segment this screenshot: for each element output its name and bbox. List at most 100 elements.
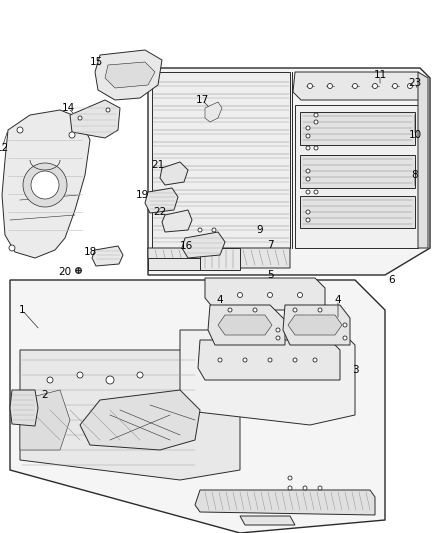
Polygon shape xyxy=(95,50,162,100)
Polygon shape xyxy=(200,248,240,270)
Text: 6: 6 xyxy=(389,275,396,285)
Circle shape xyxy=(353,84,357,88)
Polygon shape xyxy=(295,105,418,248)
Circle shape xyxy=(218,358,222,362)
Circle shape xyxy=(198,228,202,232)
Circle shape xyxy=(69,132,75,138)
Polygon shape xyxy=(160,162,188,185)
Polygon shape xyxy=(70,100,120,138)
Circle shape xyxy=(268,358,272,362)
Polygon shape xyxy=(10,390,38,426)
Circle shape xyxy=(318,308,322,312)
Circle shape xyxy=(198,236,202,240)
Circle shape xyxy=(137,65,143,71)
Circle shape xyxy=(343,323,347,327)
Polygon shape xyxy=(218,315,272,335)
Circle shape xyxy=(314,120,318,124)
Polygon shape xyxy=(283,305,350,345)
Circle shape xyxy=(297,293,303,297)
Circle shape xyxy=(306,126,310,130)
Circle shape xyxy=(314,146,318,150)
Polygon shape xyxy=(162,210,192,232)
Circle shape xyxy=(306,169,310,173)
Text: 2: 2 xyxy=(42,390,48,400)
Text: 8: 8 xyxy=(412,170,418,180)
Circle shape xyxy=(23,163,67,207)
Circle shape xyxy=(106,108,110,112)
Circle shape xyxy=(17,127,23,133)
Circle shape xyxy=(372,84,378,88)
Polygon shape xyxy=(105,62,155,88)
Circle shape xyxy=(77,372,83,378)
Text: 23: 23 xyxy=(408,78,422,88)
Text: 17: 17 xyxy=(195,95,208,105)
Text: 22: 22 xyxy=(153,207,166,217)
Circle shape xyxy=(137,372,143,378)
Circle shape xyxy=(314,113,318,117)
Text: 10: 10 xyxy=(409,130,421,140)
Text: 14: 14 xyxy=(61,103,74,113)
Circle shape xyxy=(314,190,318,194)
Polygon shape xyxy=(80,390,200,450)
Circle shape xyxy=(288,476,292,480)
Polygon shape xyxy=(208,305,285,345)
Polygon shape xyxy=(152,72,290,248)
Circle shape xyxy=(276,336,280,340)
Circle shape xyxy=(307,84,312,88)
Text: 15: 15 xyxy=(89,57,102,67)
Circle shape xyxy=(106,376,114,384)
Text: 9: 9 xyxy=(257,225,263,235)
Circle shape xyxy=(9,245,15,251)
Circle shape xyxy=(303,486,307,490)
Circle shape xyxy=(212,236,216,240)
Circle shape xyxy=(268,293,272,297)
Circle shape xyxy=(78,116,82,120)
Circle shape xyxy=(306,134,310,138)
Polygon shape xyxy=(148,68,430,275)
Text: 3: 3 xyxy=(352,365,358,375)
Text: 20: 20 xyxy=(58,267,71,277)
Text: 21: 21 xyxy=(152,160,165,170)
Circle shape xyxy=(306,146,310,150)
Circle shape xyxy=(313,358,317,362)
Circle shape xyxy=(276,328,280,332)
Polygon shape xyxy=(92,246,123,266)
Text: 12: 12 xyxy=(0,143,9,153)
Polygon shape xyxy=(418,72,428,248)
Polygon shape xyxy=(148,258,200,270)
Text: 5: 5 xyxy=(267,270,273,280)
Polygon shape xyxy=(288,315,342,335)
Circle shape xyxy=(343,336,347,340)
Circle shape xyxy=(328,84,332,88)
Polygon shape xyxy=(10,280,385,533)
Polygon shape xyxy=(195,490,375,515)
Circle shape xyxy=(237,293,243,297)
Circle shape xyxy=(212,228,216,232)
Text: 11: 11 xyxy=(373,70,387,80)
Circle shape xyxy=(306,210,310,214)
Circle shape xyxy=(288,486,292,490)
Circle shape xyxy=(228,308,232,312)
Circle shape xyxy=(293,358,297,362)
Text: 4: 4 xyxy=(335,295,341,305)
Polygon shape xyxy=(240,516,295,525)
Circle shape xyxy=(306,190,310,194)
Polygon shape xyxy=(300,112,415,145)
Text: 4: 4 xyxy=(217,295,223,305)
Circle shape xyxy=(293,308,297,312)
Circle shape xyxy=(253,308,257,312)
Polygon shape xyxy=(198,340,340,380)
Circle shape xyxy=(306,177,310,181)
Circle shape xyxy=(47,377,53,383)
Polygon shape xyxy=(180,330,355,425)
Circle shape xyxy=(392,84,398,88)
Circle shape xyxy=(243,358,247,362)
Circle shape xyxy=(117,69,123,75)
Text: 7: 7 xyxy=(267,240,273,250)
Polygon shape xyxy=(182,232,225,258)
Polygon shape xyxy=(300,155,415,188)
Polygon shape xyxy=(293,72,426,100)
Circle shape xyxy=(407,84,413,88)
Polygon shape xyxy=(2,110,90,258)
Polygon shape xyxy=(205,102,222,122)
